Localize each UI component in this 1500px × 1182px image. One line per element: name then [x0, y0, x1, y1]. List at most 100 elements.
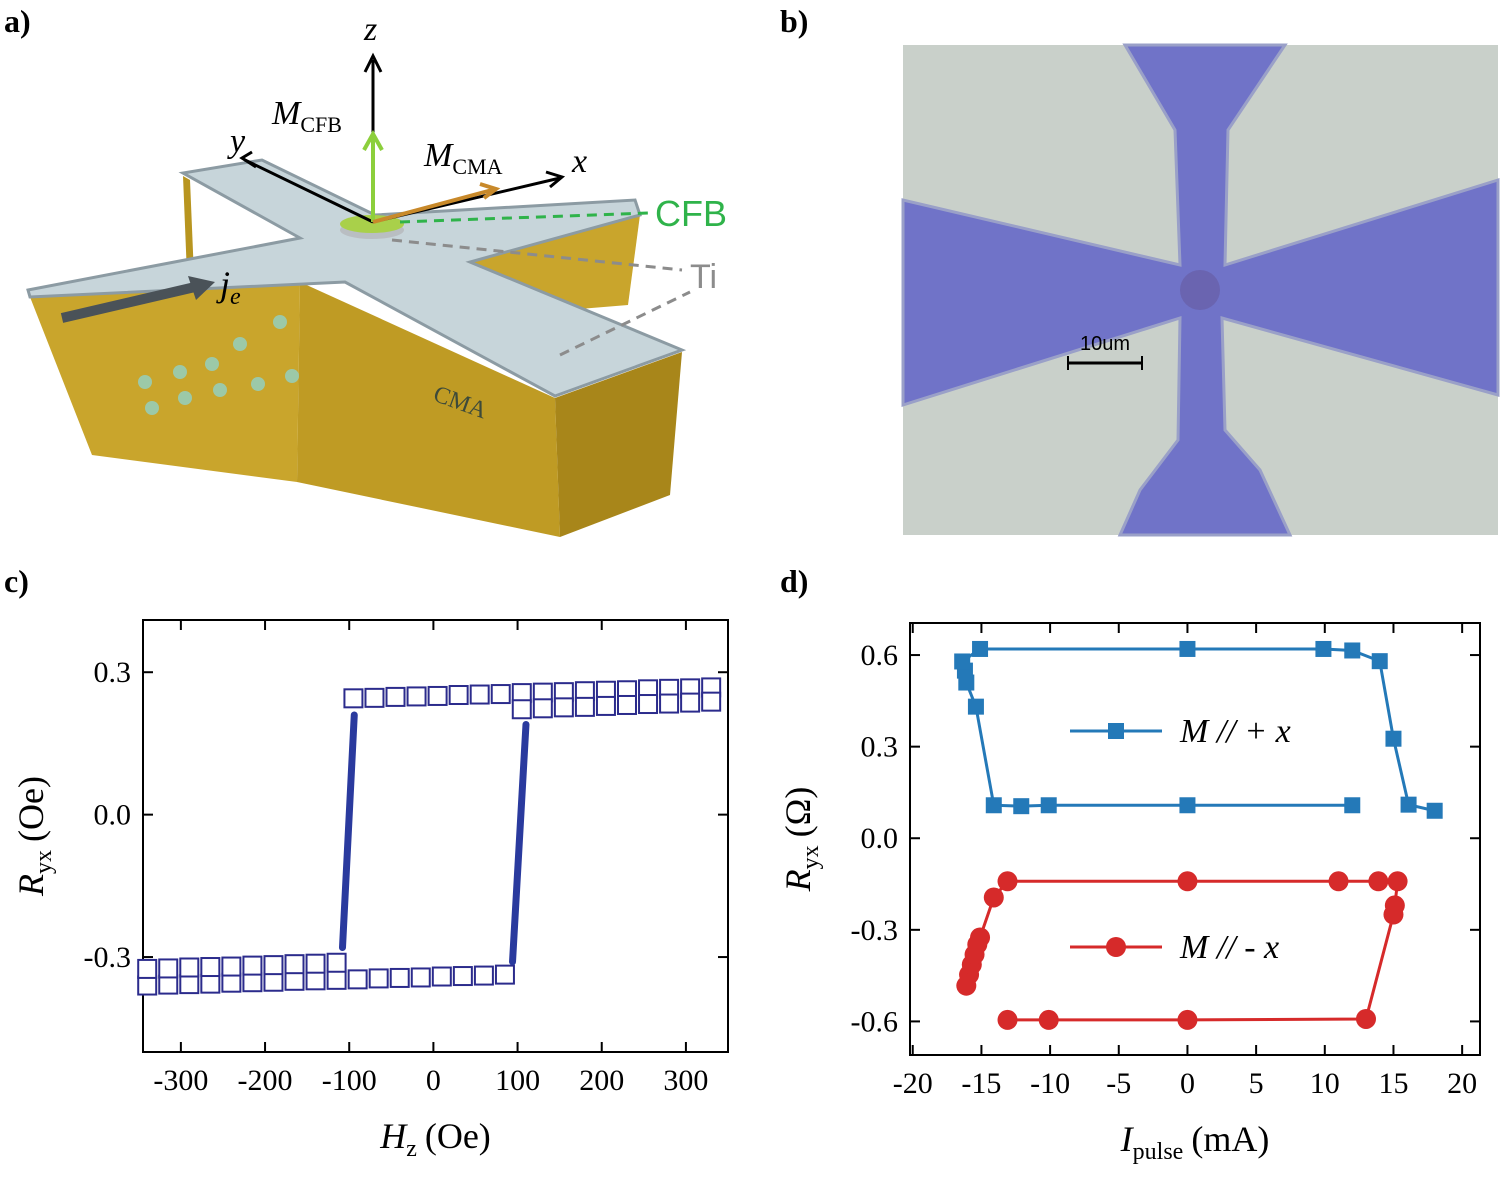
marker — [1387, 871, 1408, 892]
label-main: R — [11, 874, 51, 897]
device-schematic: z y x MCFB MCMA je CFB Ti CMA — [26, 11, 727, 537]
marker — [701, 691, 722, 712]
marker — [595, 695, 616, 716]
marker — [1368, 871, 1389, 892]
marker — [1315, 640, 1332, 657]
marker — [452, 966, 473, 987]
plot-frame — [909, 622, 1481, 1056]
marker — [574, 696, 595, 717]
x-tick-label: 10 — [1310, 1067, 1340, 1100]
marker — [242, 955, 263, 976]
label-unit: (Oe) — [11, 776, 51, 842]
legend-label: M // - x — [1179, 929, 1279, 966]
panel-label: c) — [4, 563, 29, 599]
marker — [1344, 797, 1361, 814]
marker — [1383, 904, 1404, 925]
y-tick-label: 0.6 — [861, 639, 899, 672]
label-main: R — [778, 869, 818, 892]
marker — [326, 969, 347, 990]
panel-label: d) — [780, 563, 808, 599]
spin-dots — [138, 315, 299, 415]
x-tick-label: -20 — [893, 1067, 933, 1100]
marker — [511, 699, 532, 720]
label-unit: (Ω) — [778, 787, 818, 838]
m-cma-label: MCMA — [423, 137, 503, 179]
marker — [137, 958, 158, 979]
marker — [680, 692, 701, 713]
marker — [970, 927, 991, 948]
marker — [1177, 871, 1198, 892]
marker — [490, 684, 511, 705]
x-tick-label: 5 — [1249, 1067, 1264, 1100]
marker — [263, 971, 284, 992]
marker — [410, 967, 431, 988]
top-surface — [26, 158, 687, 398]
marker — [985, 797, 1002, 814]
marker — [1356, 1008, 1376, 1029]
marker — [343, 688, 364, 709]
marker — [221, 956, 242, 977]
label-sub: CMA — [452, 154, 502, 179]
marker — [532, 698, 553, 719]
marker — [1400, 796, 1417, 813]
marker — [137, 975, 158, 996]
marker — [305, 970, 326, 991]
legend-marker — [1108, 723, 1124, 739]
marker — [1385, 730, 1402, 747]
ti-label: Ti — [690, 258, 717, 296]
axis-label: Ryx (Ω) — [778, 787, 824, 893]
axis-label: Hz (Oe) — [379, 1116, 491, 1162]
y-tick-label: 0.3 — [94, 656, 132, 689]
marker — [179, 974, 200, 995]
marker — [997, 1009, 1018, 1030]
marker — [305, 953, 326, 974]
legend-label: M // + x — [1179, 713, 1291, 750]
arrow-head — [362, 129, 384, 151]
marker — [954, 653, 971, 670]
series-line — [338, 711, 358, 952]
label-sub: e — [230, 284, 241, 310]
y-tick-label: 0.0 — [94, 799, 132, 832]
leader-line — [559, 290, 691, 357]
label-sub: pulse — [1133, 1139, 1184, 1165]
marker — [179, 957, 200, 978]
label-unit: (Oe) — [425, 1116, 491, 1156]
axis-label: Ipulse (mA) — [1120, 1119, 1270, 1165]
label-sub: z — [406, 1136, 417, 1162]
cfb-dot — [1180, 270, 1220, 310]
marker — [448, 685, 469, 706]
arrow-head — [188, 276, 215, 300]
marker — [553, 697, 574, 718]
marker — [427, 685, 448, 706]
x-tick-label: 20 — [1447, 1067, 1477, 1100]
marker — [494, 964, 515, 985]
axis-label: Ryx (Oe) — [11, 776, 57, 897]
marker — [616, 694, 637, 715]
marker — [1328, 871, 1349, 892]
marker — [1179, 640, 1196, 657]
marker — [638, 694, 659, 715]
series-line — [509, 720, 530, 966]
m-cfb-label: MCFB — [271, 95, 342, 137]
x-tick-label: 300 — [663, 1064, 708, 1097]
x-tick-label: -300 — [153, 1064, 208, 1097]
y-tick-label: -0.3 — [851, 914, 899, 947]
micrograph: 10um — [901, 43, 1500, 537]
marker — [997, 871, 1018, 892]
scale-bar-label: 10um — [1080, 333, 1130, 355]
label-main: j — [216, 264, 230, 304]
je-label: je — [216, 264, 241, 310]
label-sub: yx — [31, 850, 57, 874]
axis-name: x — [571, 143, 587, 180]
marker — [1013, 798, 1030, 815]
x-tick-label: -5 — [1106, 1067, 1131, 1100]
x-tick-label: 0 — [426, 1064, 441, 1097]
marker — [368, 968, 389, 989]
marker — [1038, 1009, 1059, 1030]
axis-name: z — [363, 11, 377, 48]
marker — [659, 693, 680, 714]
x-tick-label: 200 — [579, 1064, 624, 1097]
marker — [284, 954, 305, 975]
label-main: M — [271, 95, 302, 132]
marker — [389, 967, 410, 988]
